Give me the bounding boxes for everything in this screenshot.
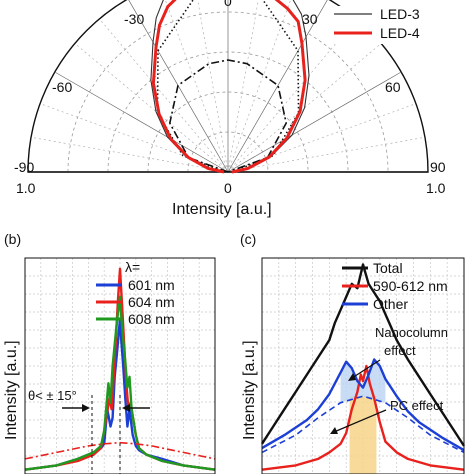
polar-radius-tick-center: 0 (224, 180, 232, 196)
polar-tick-90: 90 (430, 159, 446, 175)
polar-tick-m60: -60 (52, 79, 72, 95)
legend-label-led4: LED-4 (380, 25, 420, 41)
panel-b-y-label: Intensity [a.u.] (3, 340, 20, 440)
legend-label-608: 608 nm (128, 311, 175, 327)
polar-tick-m90: -90 (14, 159, 34, 175)
legend-label-other: Other (373, 296, 408, 312)
legend-label-590-612: 590-612 nm (373, 278, 448, 294)
panel-c-series (260, 263, 466, 471)
legend-label-604: 604 nm (128, 294, 175, 310)
nanocolumn-arrow (351, 359, 381, 379)
panel-b-label: (b) (4, 231, 21, 247)
polar-spoke--50 (74, 43, 229, 173)
polar-spoke-20 (227, 0, 291, 173)
series-2-total (260, 263, 466, 447)
panel-c-frame (261, 257, 465, 474)
polar-x-label: Intensity [a.u.] (172, 201, 272, 218)
annotation-pc-effect: PC effect (390, 398, 444, 413)
panel-b-grid (25, 258, 215, 474)
series-2-other (261, 358, 465, 452)
polar-series-led-4 (151, 0, 307, 174)
annotation-nanocolumn-2: effect (384, 343, 416, 358)
panel-b-frame (24, 257, 216, 474)
panel-c-y-label: Intensity [a.u.] (241, 340, 258, 440)
polar-spoke--20 (165, 0, 229, 173)
annotation-nanocolumn-1: Nanocolumn (375, 325, 448, 340)
polar-ring-2 (147, 91, 309, 173)
series-2-ref-3 (261, 395, 465, 454)
polar-tick-30: 30 (302, 11, 318, 27)
polar-plot: -90 -60 -30 0 30 60 90 1.0 0 1.0 Intensi… (14, 0, 474, 218)
legend-label-led3: LED-3 (380, 6, 420, 22)
polar-legend: LED-3 LED-4 (330, 6, 474, 44)
panel-b-legend-title: λ= (125, 259, 140, 275)
polar-tick-60: 60 (385, 79, 401, 95)
polar-tick-m30: -30 (124, 11, 144, 27)
polar-spoke-60 (227, 71, 402, 173)
panel-c-plot: Intensity [a.u.] Total 590-612 nm Other … (241, 257, 466, 474)
panel-c-legend: Total 590-612 nm Other (342, 260, 448, 312)
pc-arrowhead (330, 427, 338, 434)
polar-radius-tick-right: 1.0 (426, 180, 446, 196)
polar-angle-ticks: -90 -60 -30 0 30 60 90 (14, 0, 446, 175)
polar-spoke-80 (227, 136, 426, 173)
pc-arrow (333, 409, 387, 433)
angle-arrowhead-left (82, 404, 90, 412)
polar-spoke--70 (39, 103, 229, 173)
polar-legend-box (330, 6, 474, 44)
angle-annotation: θ< ± 15° (28, 388, 77, 403)
panel-c-label: (c) (240, 231, 256, 247)
legend-label-total: Total (373, 260, 403, 276)
polar-spoke-10 (227, 0, 259, 173)
polar-spoke-40 (227, 18, 357, 173)
polar-series-ref-2 (169, 59, 288, 173)
panel-c-annotations: Nanocolumn effect PC effect (330, 325, 448, 434)
pc-effect-fill (349, 396, 377, 474)
polar-spoke-30 (227, 0, 328, 173)
polar-series (150, 0, 310, 174)
nanocolumn-arrowhead (348, 373, 356, 381)
polar-tick-0: 0 (224, 0, 232, 9)
polar-spoke--40 (99, 18, 229, 173)
angle-arrowhead-right (122, 404, 130, 412)
panel-b-legend: λ= 601 nm 604 nm 608 nm (96, 259, 175, 327)
polar-radius-tick-left: 1.0 (16, 180, 36, 196)
panel-b-angle-marker: θ< ± 15° (28, 388, 150, 474)
legend-label-601: 601 nm (128, 277, 175, 293)
series-1-ref-3 (24, 441, 216, 460)
polar-spoke-70 (227, 103, 417, 173)
polar-spoke--80 (30, 136, 229, 173)
panel-b-plot: Intensity [a.u.] λ= 601 nm 604 nm 608 nm… (3, 257, 216, 474)
polar-spoke--60 (54, 71, 229, 173)
series-1-608-nm (24, 295, 216, 471)
polar-series-led-3 (150, 0, 310, 173)
series-2-590-612-nm (261, 364, 465, 471)
polar-spoke--10 (197, 0, 229, 173)
